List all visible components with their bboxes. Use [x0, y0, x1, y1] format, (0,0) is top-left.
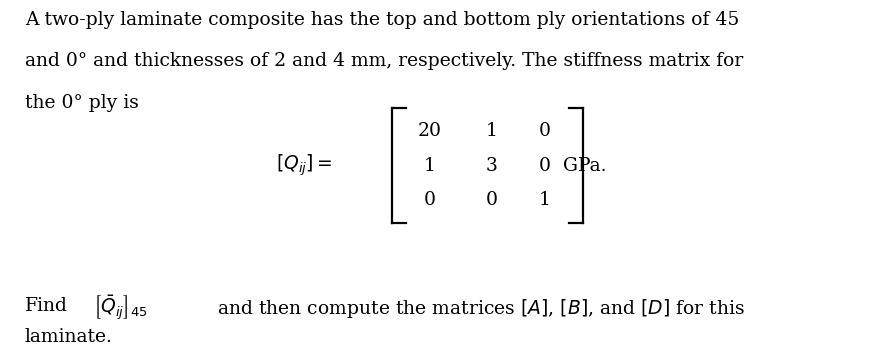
- Text: 3: 3: [486, 157, 498, 175]
- Text: 1: 1: [539, 191, 551, 209]
- Text: 0: 0: [539, 157, 551, 175]
- Text: 0: 0: [539, 122, 551, 140]
- Text: the 0° ply is: the 0° ply is: [25, 94, 139, 112]
- Text: and 0° and thicknesses of 2 and 4 mm, respectively. The stiffness matrix for: and 0° and thicknesses of 2 and 4 mm, re…: [25, 52, 743, 70]
- Text: and then compute the matrices $[A]$, $[B]$, and $[D]$ for this: and then compute the matrices $[A]$, $[B…: [217, 297, 745, 320]
- Text: laminate.: laminate.: [25, 328, 113, 346]
- Text: A two-ply laminate composite has the top and bottom ply orientations of 45: A two-ply laminate composite has the top…: [25, 11, 739, 29]
- Text: Find: Find: [25, 297, 67, 315]
- Text: 1: 1: [424, 157, 436, 175]
- Text: 0: 0: [424, 191, 436, 209]
- Text: $\left[\bar{Q}_{ij}\right]_{45}$: $\left[\bar{Q}_{ij}\right]_{45}$: [93, 293, 148, 322]
- Text: GPa.: GPa.: [563, 157, 606, 175]
- Text: 20: 20: [417, 122, 442, 140]
- Text: $[Q_{ij}] =$: $[Q_{ij}] =$: [276, 153, 332, 178]
- Text: 1: 1: [486, 122, 498, 140]
- Text: 0: 0: [486, 191, 498, 209]
